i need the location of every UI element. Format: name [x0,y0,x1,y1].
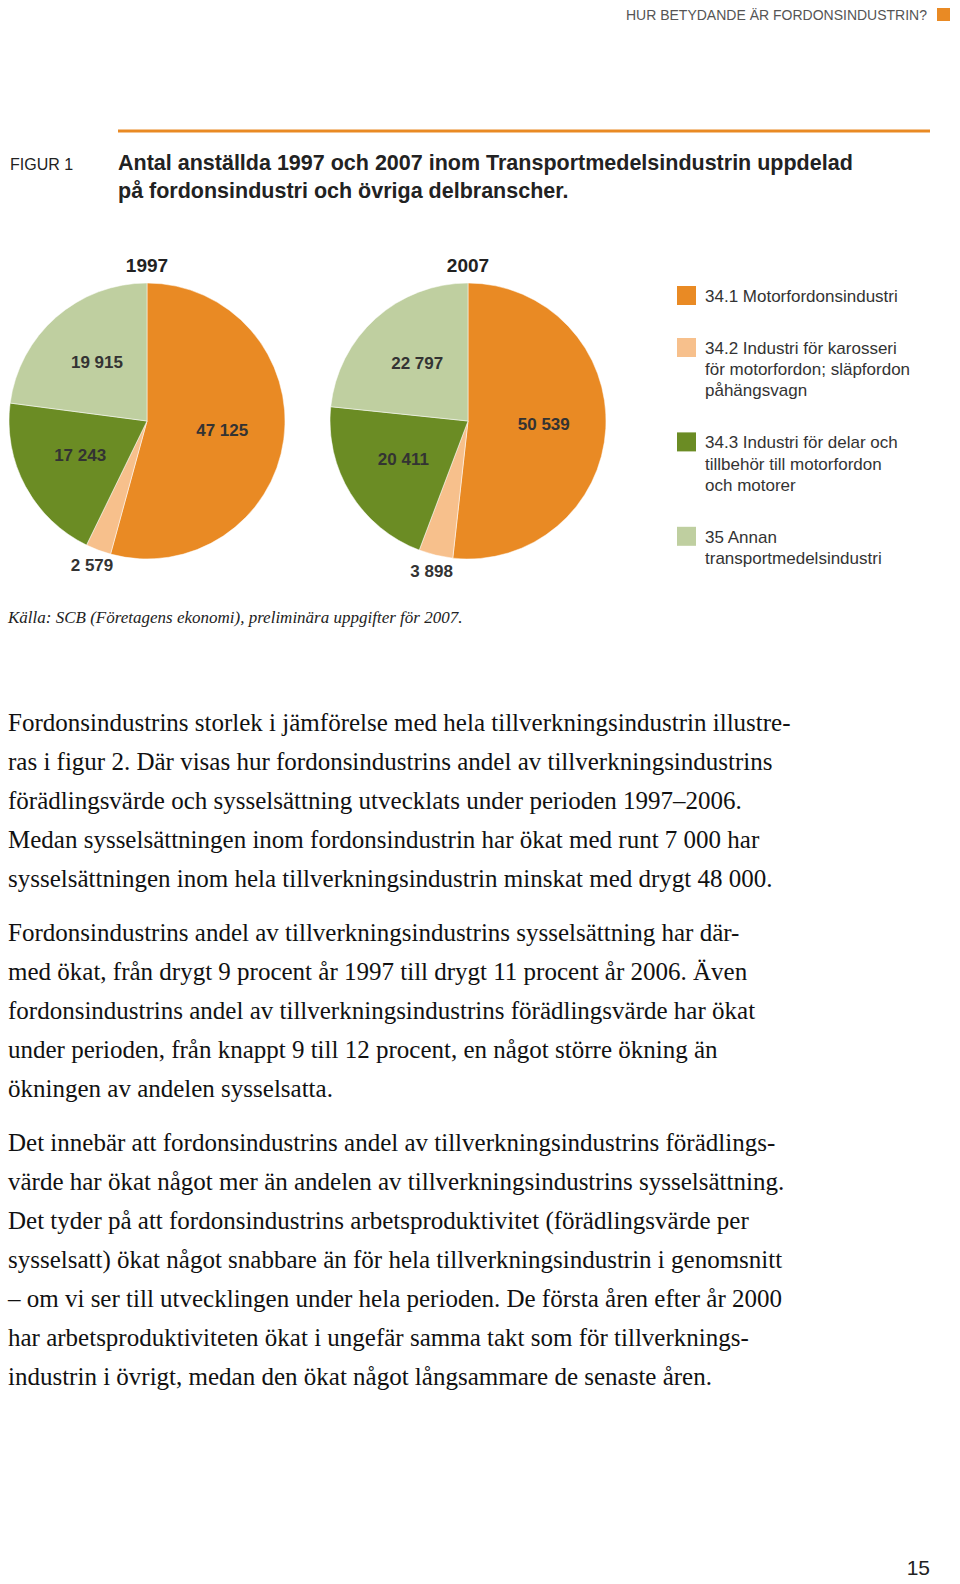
legend-entry: 34.3 Industri för delar och tillbehör til… [705,433,898,494]
legend-line: och motorer [705,476,796,495]
pie-slice [9,403,147,545]
legend-line: tillbehör till motorfordon [705,455,882,474]
legend-line: transportmedelsindustri [705,549,882,568]
chart-title-line: på fordonsindustri och övriga delbransch… [118,179,568,203]
figure-source: Källa: SCB (Företagens ekonomi), prelimi… [7,608,462,627]
body-line: förädlingsvärde och sysselsättning utvec… [8,787,742,814]
body-line: sysselsättningen inom hela tillverknings… [8,865,773,892]
body-line: med ökat, från drygt 9 procent år 1997 t… [8,958,748,985]
data-label: 20 411 [378,450,429,469]
body-line: sysselsatt) ökat något snabbare än för h… [8,1246,782,1274]
legend-entry: 34.2 Industri för karosseri för motorford… [705,339,910,400]
data-label: 2 579 [71,556,114,575]
body-line: Fordonsindustrins andel av tillverknings… [8,919,739,946]
pie-slice [453,283,606,559]
pie-slice [330,407,468,550]
chart-title-line: Antal anställda 1997 och 2007 inom Trans… [118,151,853,175]
page: HUR BETYDANDE ÄR FORDONSINDUSTRIN? FIGUR … [0,0,960,1584]
data-label: 47 125 [196,421,248,440]
legend-line: påhängsvagn [705,381,807,400]
legend-entry: 35 Annan transportmedelsindustri [705,528,882,568]
running-title: HUR BETYDANDE ÄR FORDONSINDUSTRIN? [626,7,927,23]
legend-line: 35 Annan [705,528,777,547]
legend-line: för motorfordon; släpfordon [705,360,910,379]
legend-line: 34.1 Motorfordonsindustri [705,287,898,306]
legend-swatch [677,338,696,357]
pie: 50 539 3 898 20 411 22 797 [330,283,606,581]
pie-slice [331,283,468,421]
data-label: 22 797 [391,354,443,373]
legend-swatch [677,432,696,451]
body-line: under perioden, från knappt 9 till 12 pr… [8,1036,718,1063]
data-label: 3 898 [410,562,453,581]
body-line: ökningen av andelen sysselsatta. [8,1075,333,1102]
body-line: Fordonsindustrins storlek i jämförelse m… [8,709,791,736]
legend-swatch [677,286,696,305]
legend-line: 34.3 Industri för delar och [705,433,898,452]
body-line: Det innebär att fordonsindustrins andel … [8,1129,775,1156]
body-line: Det tyder på att fordonsindustrins arbet… [8,1207,749,1235]
data-label: 17 243 [54,446,106,465]
figure-rule [118,130,930,133]
pie-slice [10,283,147,421]
body-line: värde har ökat något mer än andelen av t… [8,1168,784,1195]
pie-title: 2007 [447,255,489,276]
body-line: Medan sysselsättningen inom fordonsindus… [8,826,760,853]
legend-line: 34.2 Industri för karosseri [705,339,897,358]
data-label: 19 915 [71,353,123,372]
figure-label: FIGUR 1 [10,156,73,173]
body-line: industrin i övrigt, medan den ökat något… [8,1363,712,1390]
page-number: 15 [907,1556,930,1579]
data-label: 50 539 [518,415,570,434]
body-line: ras i figur 2. Där visas hur fordonsindu… [8,748,772,775]
header-square [937,8,950,21]
body-line: har arbetsproduktiviteten ökat i ungefär… [8,1324,749,1351]
pie-title: 1997 [126,255,168,276]
legend-entry: 34.1 Motorfordonsindustri [705,287,898,306]
legend-swatch [677,527,696,546]
chart-title: Antal anställda 1997 och 2007 inom Trans… [118,151,853,203]
body-line: fordonsindustrins andel av tillverknings… [8,997,755,1024]
body-line: – om vi ser till utvecklingen under hela… [7,1285,782,1312]
pie: 47 125 2 579 17 243 19 915 [9,283,285,575]
